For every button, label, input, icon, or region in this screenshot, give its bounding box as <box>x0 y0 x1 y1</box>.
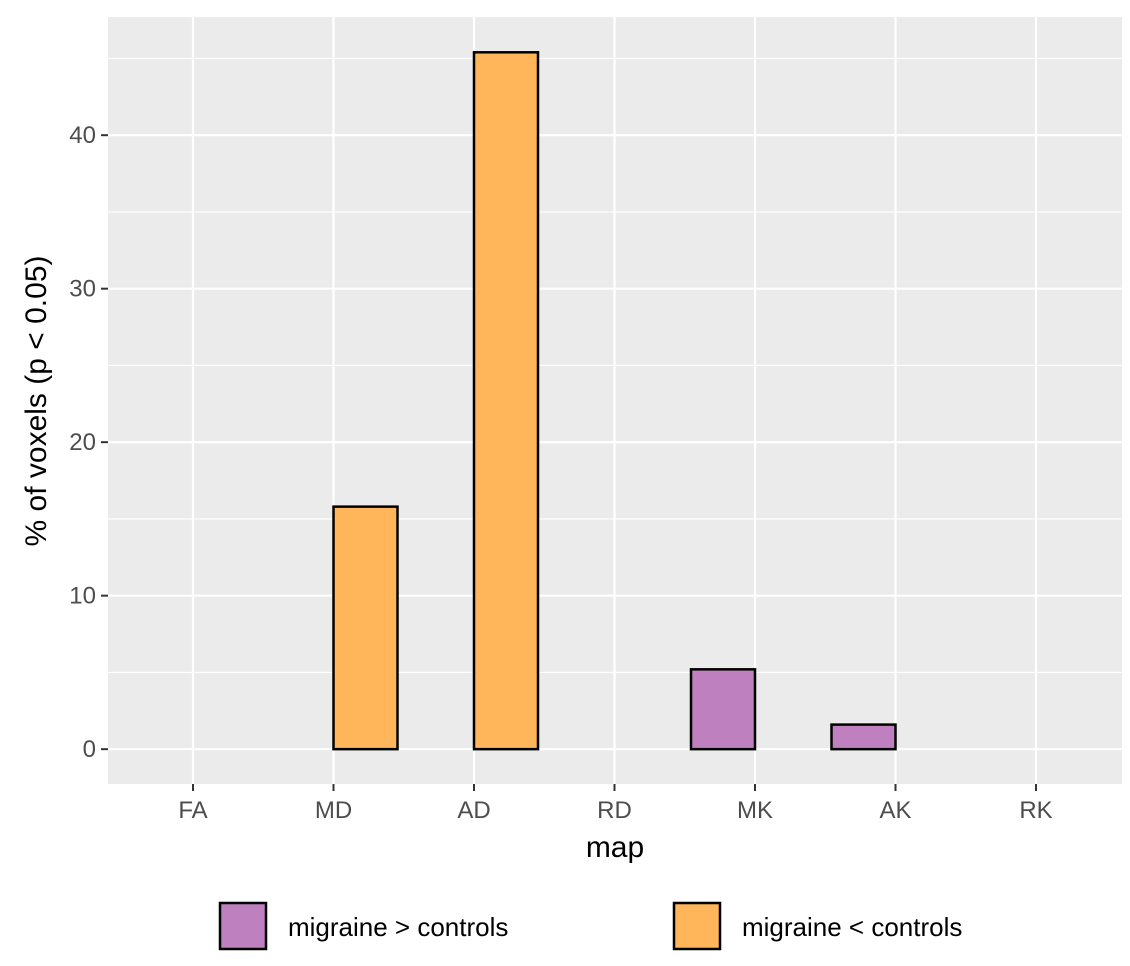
major-gridlines <box>108 17 1122 784</box>
y-tick-label: 20 <box>69 429 96 456</box>
y-tick-label: 30 <box>69 276 96 303</box>
legend-key-migraine-lt-controls <box>672 901 722 951</box>
x-tick-label: FA <box>178 797 207 824</box>
legend-key-migraine-gt-controls <box>218 901 268 951</box>
legend-item: migraine < controls <box>672 901 962 951</box>
legend-item: migraine > controls <box>218 901 508 951</box>
y-axis-title: % of voxels (p < 0.05) <box>20 256 53 547</box>
x-tick-label: AD <box>457 797 490 824</box>
legend-label: migraine > controls <box>288 912 508 942</box>
y-tick-label: 10 <box>69 583 96 610</box>
x-tick-label: MK <box>737 797 773 824</box>
bar-ak <box>830 723 897 751</box>
x-tick-label: RK <box>1019 797 1052 824</box>
y-tick-label: 40 <box>69 122 96 149</box>
y-tick-label: 0 <box>83 736 96 763</box>
legend: migraine > controls migraine < controls <box>218 901 962 951</box>
bar-ad <box>472 51 540 751</box>
x-tick-label: AK <box>879 797 911 824</box>
y-axis: 0 10 20 30 40 <box>69 122 108 763</box>
bar-md <box>332 505 399 751</box>
bars <box>332 51 897 751</box>
x-tick-label: RD <box>597 797 632 824</box>
x-axis-title: map <box>586 831 644 864</box>
x-axis: FA MD AD RD MK AK RK <box>178 784 1053 824</box>
x-tick-label: MD <box>315 797 352 824</box>
legend-label: migraine < controls <box>742 912 962 942</box>
bar-mk <box>689 668 757 751</box>
